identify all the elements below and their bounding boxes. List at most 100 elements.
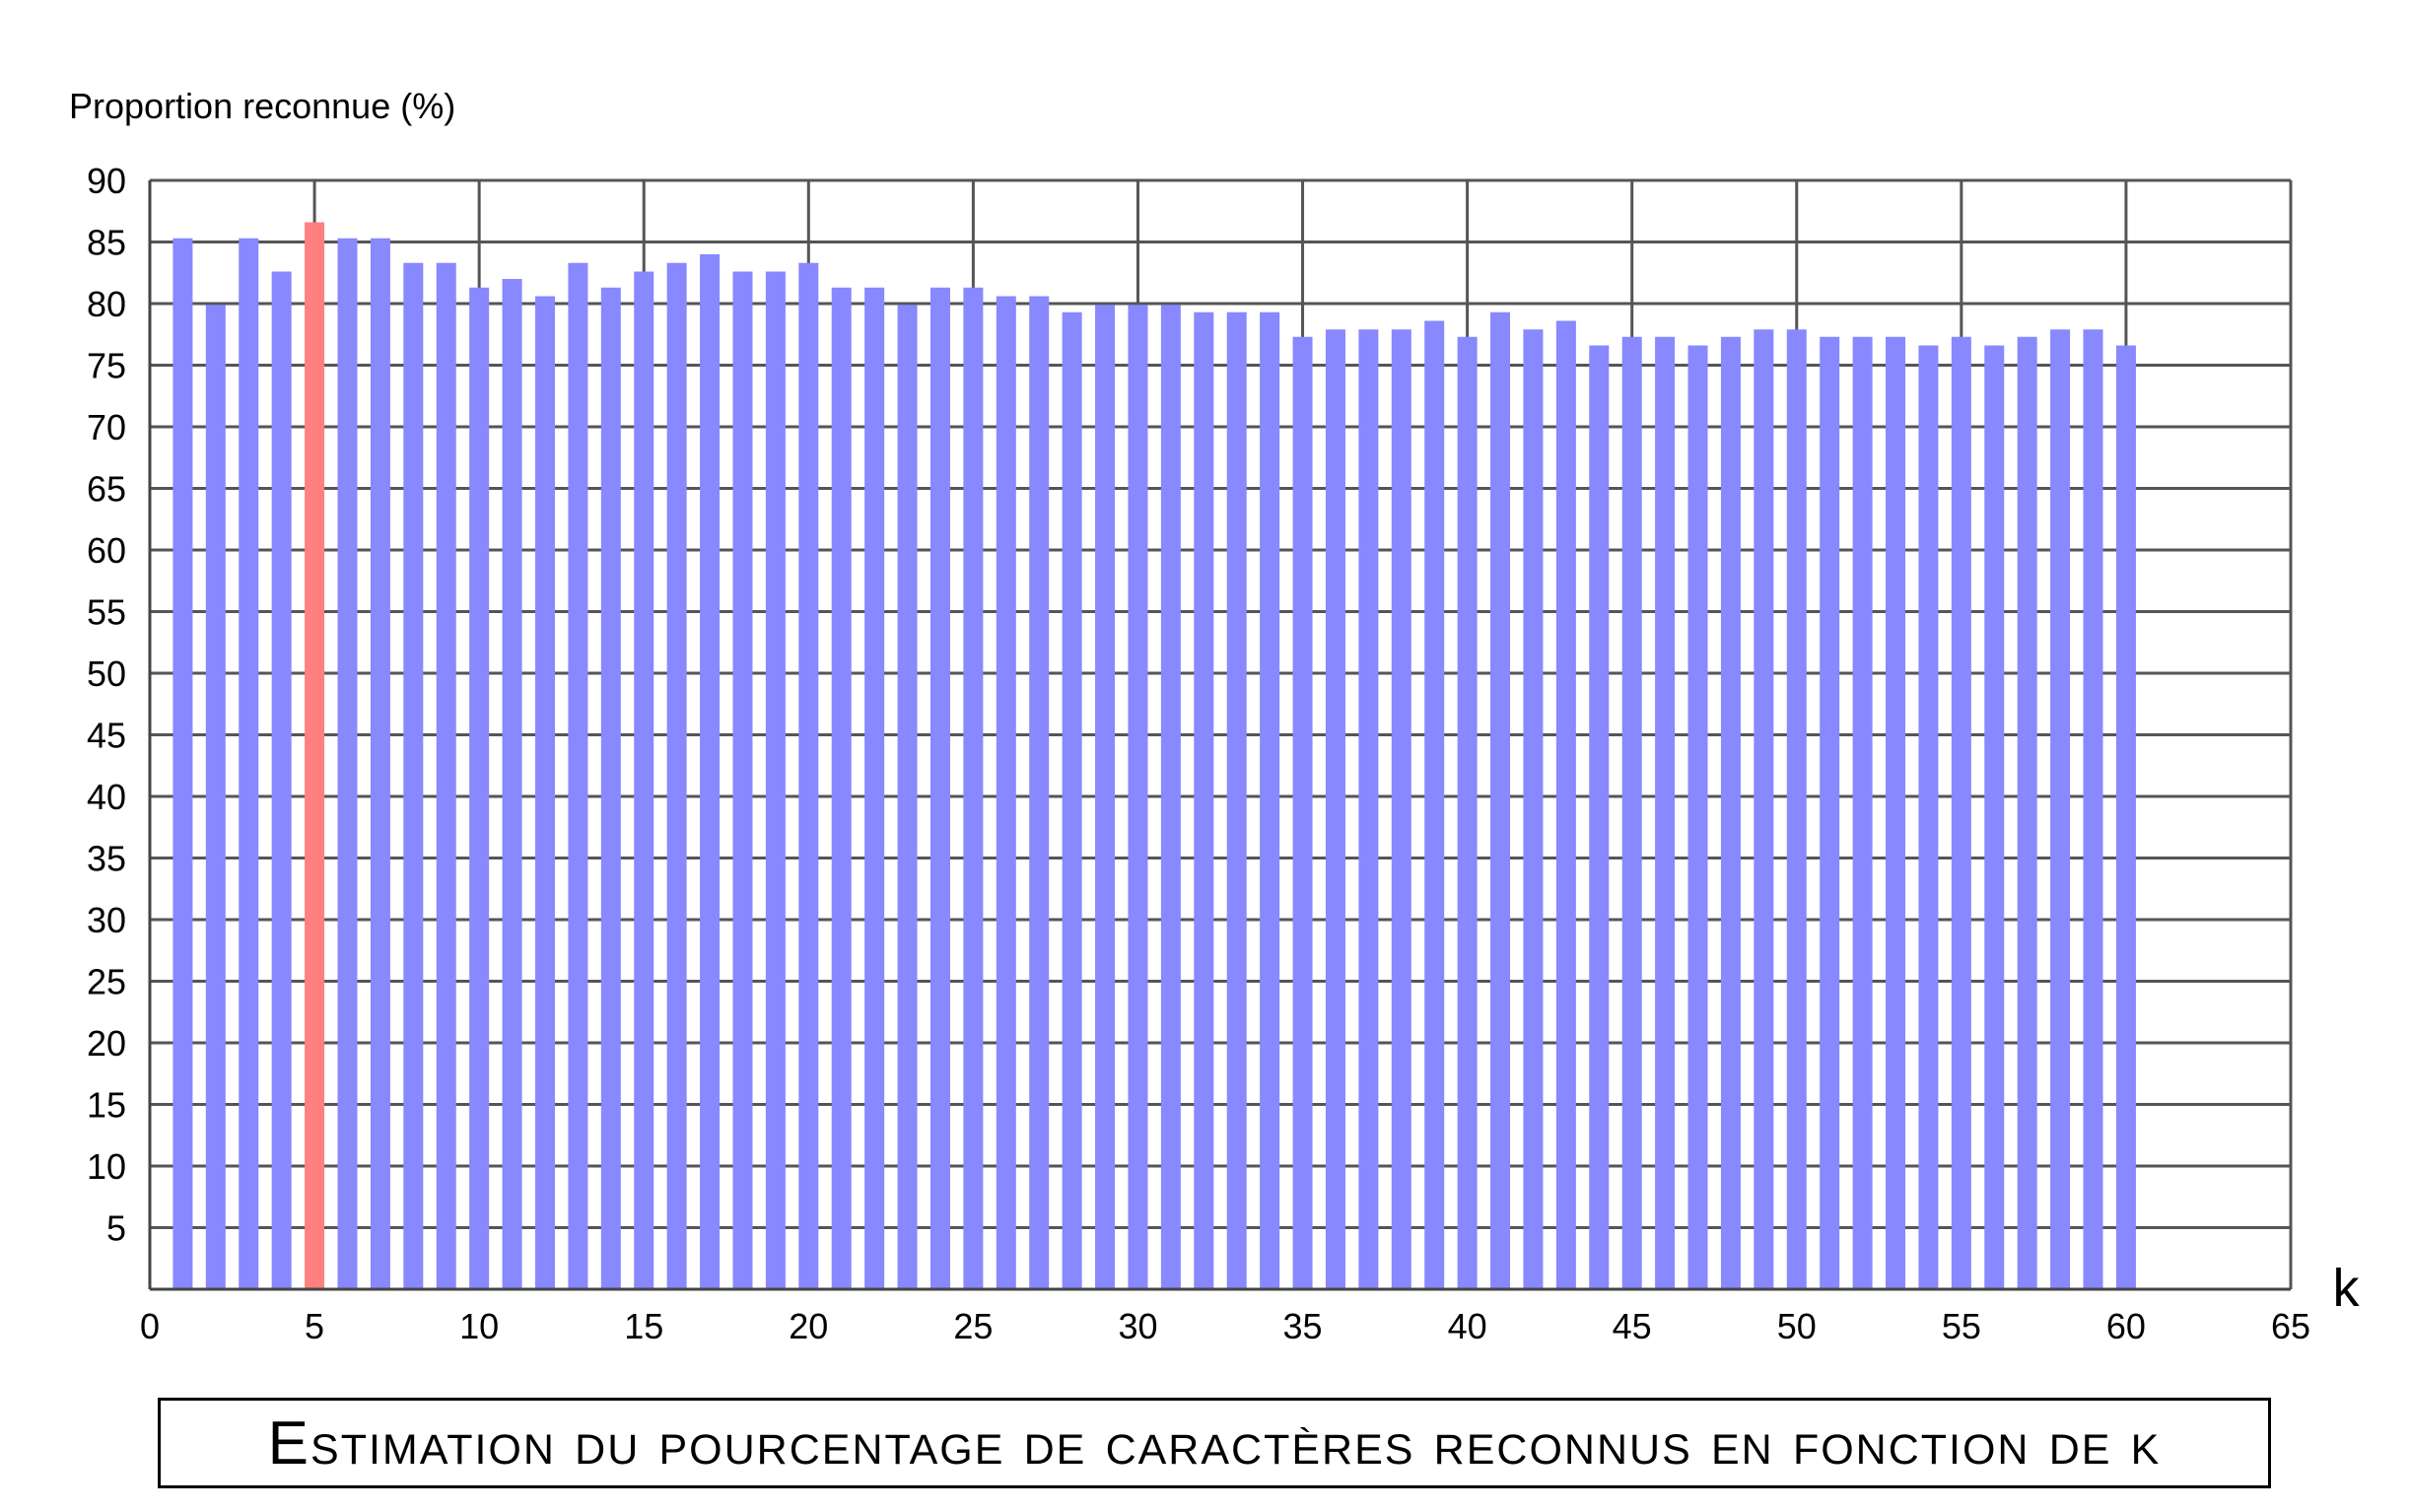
y-tick-label: 10	[87, 1146, 126, 1187]
bar	[1424, 320, 1445, 1289]
bar	[1852, 336, 1873, 1289]
bar	[600, 287, 621, 1289]
y-tick-label: 25	[87, 962, 126, 1002]
bar	[1720, 336, 1741, 1289]
bar	[1391, 329, 1411, 1289]
bar	[1621, 336, 1642, 1289]
bar	[1194, 311, 1214, 1289]
bar	[1655, 336, 1676, 1289]
x-tick-label: 50	[1777, 1306, 1817, 1346]
y-tick-label: 80	[87, 284, 126, 324]
bar	[1226, 311, 1247, 1289]
chart-caption: Estimation du pourcentage de caractères …	[158, 1398, 2271, 1488]
y-tick-label: 60	[87, 530, 126, 571]
bar	[1095, 305, 1116, 1289]
x-tick-label: 10	[459, 1306, 499, 1346]
bar	[172, 238, 193, 1289]
bar	[1457, 336, 1478, 1289]
x-tick-label: 30	[1118, 1306, 1157, 1346]
bar	[929, 287, 950, 1289]
x-tick-label: 35	[1283, 1306, 1323, 1346]
bar	[469, 287, 490, 1289]
bar	[798, 262, 819, 1289]
bar	[1820, 336, 1840, 1289]
y-tick-label: 45	[87, 716, 126, 756]
bar	[2115, 345, 2136, 1289]
bar	[205, 305, 226, 1289]
bar	[1687, 345, 1708, 1289]
x-tick-label: 20	[789, 1306, 828, 1346]
y-tick-label: 75	[87, 346, 126, 386]
bar	[1523, 329, 1544, 1289]
bar	[370, 238, 390, 1289]
x-tick-label: 65	[2271, 1306, 2310, 1346]
x-tick-label: 0	[140, 1306, 160, 1346]
bar	[1589, 345, 1610, 1289]
bars	[172, 222, 2136, 1289]
bar	[1490, 311, 1511, 1289]
bar	[897, 305, 918, 1289]
bar	[666, 262, 687, 1289]
bar	[568, 262, 588, 1289]
bar	[337, 238, 358, 1289]
y-tick-label: 15	[87, 1085, 126, 1126]
x-tick-label: 25	[953, 1306, 993, 1346]
y-tick-label: 90	[87, 161, 126, 201]
y-tick-label: 70	[87, 407, 126, 447]
bar	[403, 262, 424, 1289]
x-tick-label: 45	[1613, 1306, 1652, 1346]
x-tick-label: 60	[2106, 1306, 2146, 1346]
y-tick-label: 50	[87, 653, 126, 694]
bar	[2017, 336, 2037, 1289]
bar	[1984, 345, 2005, 1289]
bar	[1292, 336, 1313, 1289]
x-tick-label: 5	[305, 1306, 324, 1346]
bar	[996, 296, 1016, 1289]
bar	[1128, 305, 1148, 1289]
bar	[1260, 311, 1280, 1289]
bar	[1754, 329, 1774, 1289]
bar	[239, 238, 259, 1289]
y-tick-label: 85	[87, 223, 126, 263]
bar	[765, 271, 786, 1289]
bar	[271, 271, 292, 1289]
chart-caption-text: Estimation du pourcentage de caractères …	[267, 1409, 2162, 1478]
y-tick-label: 30	[87, 900, 126, 940]
x-tick-label: 40	[1448, 1306, 1487, 1346]
bar	[1029, 296, 1050, 1289]
y-tick-label: 55	[87, 592, 126, 633]
x-axis-label: k	[2333, 1259, 2361, 1318]
bar	[436, 262, 456, 1289]
bar	[1062, 311, 1082, 1289]
bar	[2050, 329, 2071, 1289]
bar	[305, 222, 325, 1289]
bar	[831, 287, 852, 1289]
y-tick-label: 5	[106, 1208, 126, 1249]
y-axis-label: Proportion reconnue (%)	[69, 86, 455, 126]
bar	[963, 287, 984, 1289]
bar	[1786, 329, 1807, 1289]
bar	[732, 271, 753, 1289]
bar	[1918, 345, 1939, 1289]
bar	[534, 296, 555, 1289]
y-tick-label: 35	[87, 839, 126, 879]
y-tick-label: 65	[87, 469, 126, 510]
x-tick-label: 55	[1942, 1306, 1981, 1346]
bar	[700, 254, 721, 1289]
bar	[864, 287, 885, 1289]
axes	[148, 180, 2291, 1291]
bar	[1358, 329, 1379, 1289]
tick-labels: 5 10 15 20 25 30 35 40 45 50 55 60 65 70 75 80 85 90 0 5 10 1…	[87, 161, 2310, 1346]
bar	[2083, 329, 2103, 1289]
bar	[1886, 336, 1906, 1289]
bar	[634, 271, 654, 1289]
y-tick-label: 40	[87, 777, 126, 817]
bar	[1951, 336, 1971, 1289]
bar	[1325, 329, 1345, 1289]
bar	[502, 279, 522, 1289]
bar	[1160, 305, 1181, 1289]
bar	[1555, 320, 1576, 1289]
x-tick-label: 15	[624, 1306, 663, 1346]
y-tick-label: 20	[87, 1023, 126, 1064]
